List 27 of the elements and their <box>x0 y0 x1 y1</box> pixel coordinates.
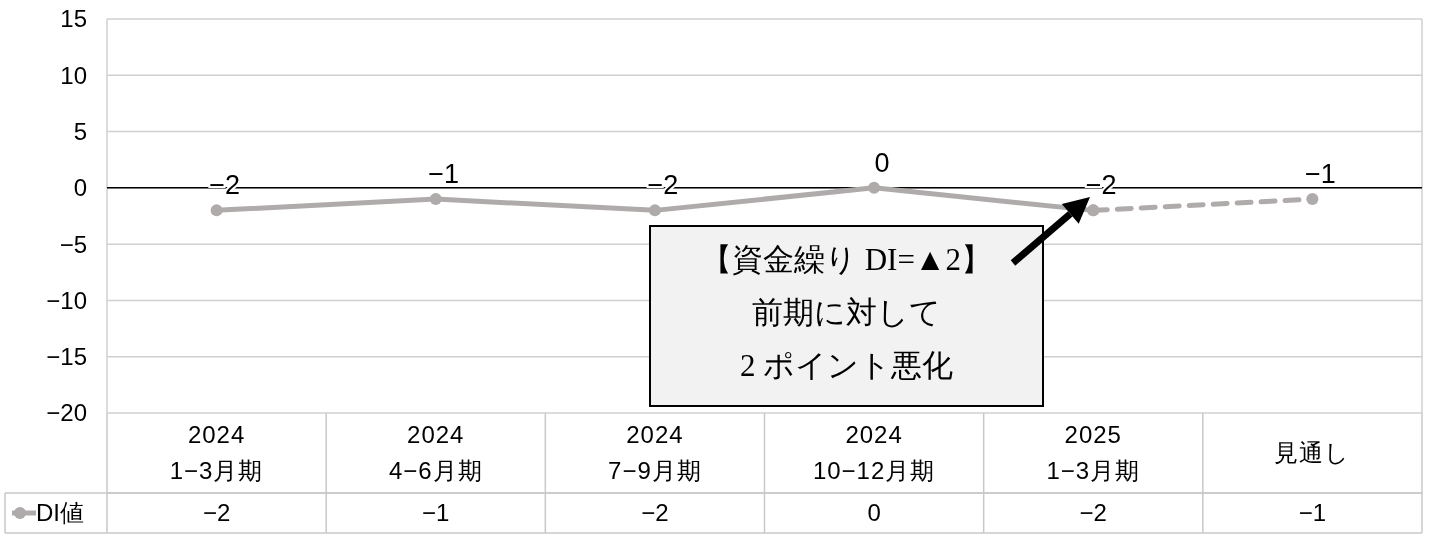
x-tick-label: 2024 1−3月期 <box>169 421 264 485</box>
text: 0 <box>874 147 890 178</box>
y-tick-label: −10 <box>46 286 87 314</box>
y-tick-label: −5 <box>59 230 87 258</box>
x-tick-label: 2024 4−6月期 <box>388 421 483 485</box>
y-tick-label: 5 <box>73 117 87 145</box>
data-label: −1 <box>1305 159 1336 190</box>
y-tick-label: −20 <box>46 399 87 427</box>
x-tick-label: 見通し <box>1274 439 1351 467</box>
x-tick-label: 2025 1−3月期 <box>1046 421 1141 485</box>
annotation: 【資金繰り DI=▲2】 <box>700 242 993 277</box>
annotation: 前期に対して <box>752 295 941 330</box>
x-tick-label: 2024 7−9月期 <box>608 421 702 485</box>
x-tick-label: 2024 10−12月期 <box>812 421 936 485</box>
data-label: −2 <box>641 499 669 527</box>
data-label: −2 <box>202 499 231 527</box>
y-tick-label: 15 <box>60 5 87 33</box>
data-label: 0 <box>867 499 881 527</box>
text: −1 <box>428 159 460 190</box>
text: −1 <box>1298 499 1327 527</box>
y-tick-label: −15 <box>46 343 87 371</box>
annotation: 2 ポイント悪化 <box>739 348 954 383</box>
data-label: −2 <box>1079 499 1107 527</box>
data-label: −1 <box>422 499 450 527</box>
y-tick-label: 0 <box>73 174 87 202</box>
y-tick-label: 10 <box>60 61 87 89</box>
legend-label: DI値 <box>36 499 84 527</box>
